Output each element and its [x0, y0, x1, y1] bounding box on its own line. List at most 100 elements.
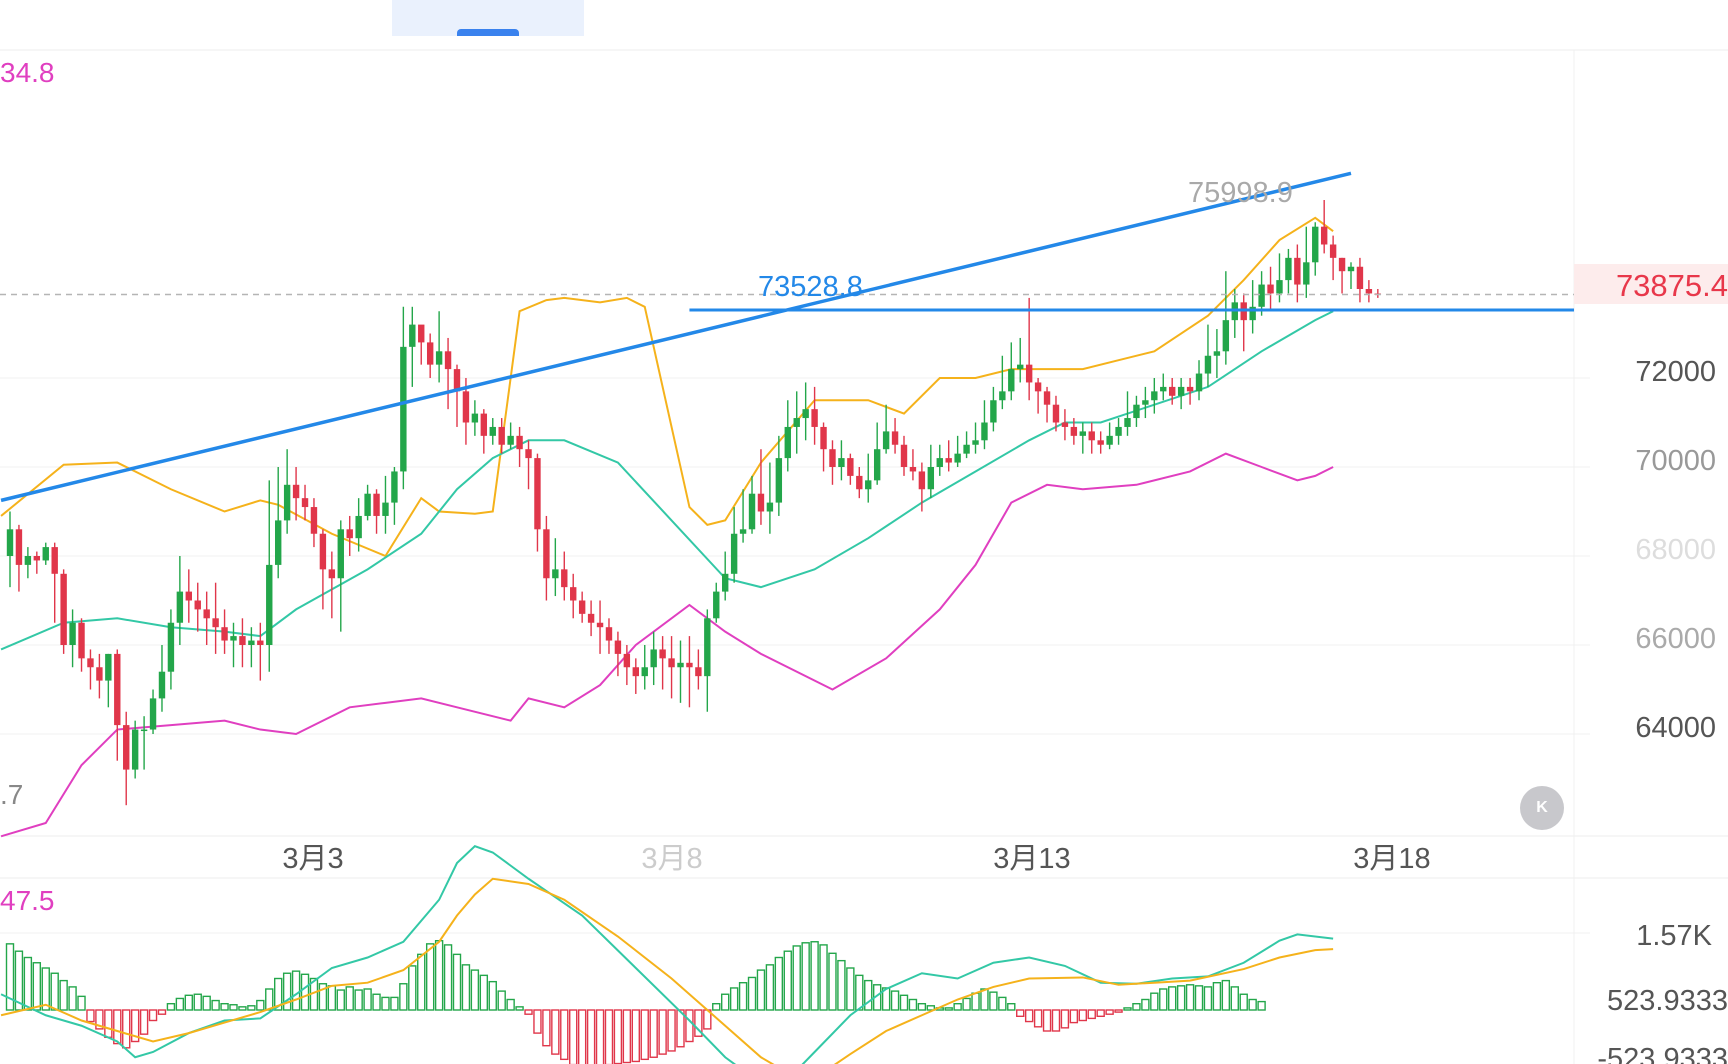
candle-body: [1169, 386, 1176, 396]
macd-bar-positive: [300, 973, 310, 1011]
candle-body: [1267, 284, 1274, 294]
trend-lines: [0, 171, 1574, 503]
macd-bar-negative: [1069, 1009, 1079, 1024]
candle-body: [24, 556, 32, 565]
x-tick-label-mar3: 3月3: [282, 843, 343, 875]
candle-body: [1079, 431, 1086, 436]
candle-body: [1195, 373, 1203, 392]
candle-body: [1124, 418, 1131, 427]
candle-body: [78, 622, 85, 659]
candle-body: [418, 324, 425, 343]
macd-bar-positive: [443, 944, 453, 1011]
candle-body: [659, 649, 666, 659]
macd-bar-positive: [515, 1006, 524, 1011]
macd-bar-negative: [1042, 1009, 1052, 1032]
candle-body: [248, 640, 255, 645]
macd-bar-positive: [193, 993, 202, 1011]
macd-bar-positive: [23, 956, 33, 1011]
candle-body: [552, 569, 559, 579]
macd-bar-positive: [1194, 985, 1204, 1011]
candle-body: [1142, 400, 1149, 405]
candle-body: [1061, 422, 1069, 427]
candle-body: [784, 426, 791, 459]
macd-bar-positive: [166, 1003, 176, 1011]
macd-bar-positive: [1203, 986, 1213, 1011]
candle-body: [802, 409, 809, 419]
macd-panel: [0, 845, 1334, 1064]
candle-body: [981, 422, 988, 441]
y-tick-label-64000: 64000: [1635, 712, 1716, 744]
candle-body: [1177, 386, 1185, 396]
candle-body: [596, 622, 604, 628]
macd-bar-negative: [577, 1009, 587, 1064]
candle-body: [453, 369, 461, 392]
macd-bar-positive: [944, 1007, 953, 1011]
bollinger-middle-line: [0, 310, 1334, 651]
resistance-price-annotation: 73528.8: [758, 271, 863, 303]
macd-bar-positive: [890, 990, 900, 1011]
candle-body: [829, 449, 836, 467]
macd-bar-positive: [291, 970, 301, 1011]
macd-bar-positive: [747, 976, 757, 1011]
reset-view-button[interactable]: K: [1520, 786, 1564, 830]
candle-body: [1052, 404, 1060, 423]
tab-indicator: [457, 29, 519, 36]
y-tick-label-66000: 66000: [1635, 623, 1716, 655]
candle-body: [1133, 404, 1140, 419]
candle-body: [131, 729, 139, 770]
candle-body: [1338, 257, 1346, 272]
candle-body: [1356, 266, 1364, 289]
macd-bar-positive: [59, 979, 68, 1011]
macd-bar-positive: [363, 988, 372, 1011]
candle-body: [355, 515, 362, 539]
macd-bar-positive: [417, 953, 426, 1011]
macd-dif-line: [0, 845, 1334, 1064]
upper-left-label: 34.8: [0, 57, 55, 88]
macd-bar-negative: [667, 1009, 676, 1052]
macd-bar-positive: [1176, 985, 1186, 1011]
macd-bar-positive: [980, 988, 989, 1011]
macd-bar-positive: [998, 996, 1007, 1011]
candle-body: [820, 426, 827, 450]
candle-body: [140, 729, 148, 732]
candle-body: [543, 529, 550, 579]
candle-body: [1222, 320, 1230, 352]
macd-bar-positive: [211, 999, 220, 1011]
macd-bar-negative: [694, 1009, 703, 1037]
candle-body: [856, 475, 863, 490]
lower-left-label: .7: [0, 779, 23, 810]
macd-bar-positive: [184, 994, 194, 1011]
macd-bar-positive: [1248, 998, 1257, 1011]
candle-body: [1213, 351, 1221, 356]
macd-y-tick-1-57k: 1.57K: [1636, 920, 1712, 952]
macd-bar-positive: [899, 994, 909, 1011]
macd-bar-positive: [175, 997, 185, 1011]
candle-body: [230, 636, 237, 641]
candle-body: [990, 400, 997, 423]
macd-bar-positive: [327, 985, 337, 1011]
macd-bar-negative: [113, 1009, 122, 1045]
macd-bar-positive: [372, 993, 381, 1011]
candle-body: [1008, 369, 1015, 392]
candle-body: [918, 471, 926, 490]
candle-body: [6, 529, 14, 556]
collapse-left-icon: K: [1536, 799, 1548, 816]
candle-body: [239, 636, 246, 645]
macd-bar-positive: [399, 983, 408, 1011]
candle-body: [695, 667, 702, 677]
candle-body: [525, 449, 532, 459]
macd-bar-positive: [434, 940, 444, 1011]
candle-body: [614, 640, 622, 654]
macd-bar-positive: [989, 991, 998, 1011]
macd-bar-positive: [1150, 992, 1159, 1011]
candle-body: [623, 653, 631, 668]
macd-bar-positive: [712, 1003, 721, 1011]
candle-body: [686, 662, 693, 668]
macd-bar-negative: [122, 1009, 131, 1049]
candle-body: [114, 653, 121, 726]
macd-bar-negative: [1096, 1009, 1105, 1017]
macd-bar-positive: [497, 990, 506, 1011]
macd-bar-positive: [220, 1003, 229, 1011]
macd-bar-negative: [685, 1009, 694, 1043]
